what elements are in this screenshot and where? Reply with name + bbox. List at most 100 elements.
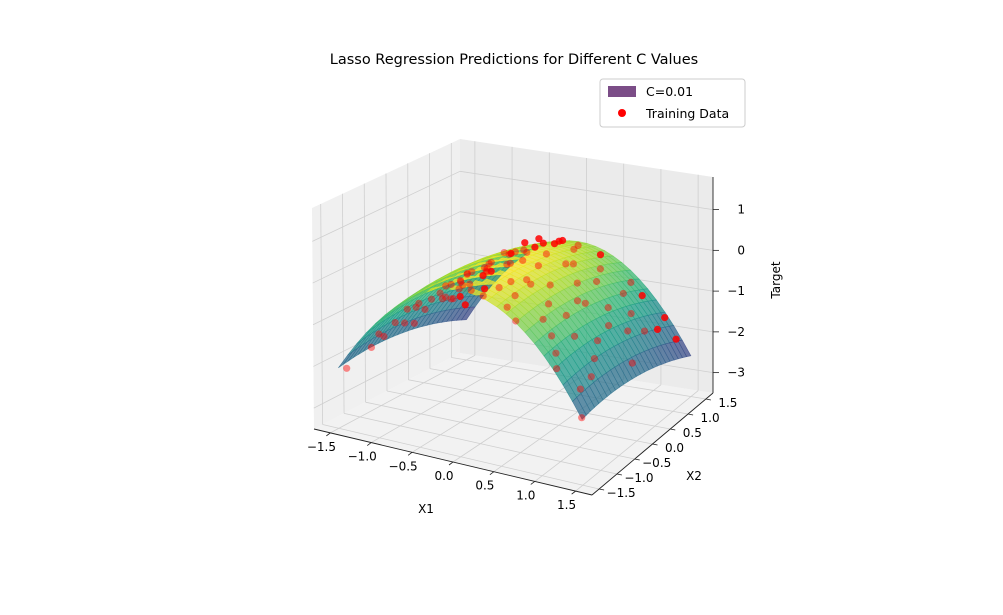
data-point <box>534 262 543 270</box>
data-point <box>367 343 375 351</box>
data-point <box>604 304 612 312</box>
data-point <box>447 295 455 303</box>
data-point <box>605 322 613 330</box>
grid-left-y <box>363 183 366 403</box>
x-tick <box>326 432 331 437</box>
x-tick-label: −0.5 <box>389 459 418 473</box>
grid-left-z <box>312 251 461 326</box>
data-point <box>593 277 601 286</box>
data-point <box>442 282 450 290</box>
grid-floor-y <box>322 424 600 490</box>
data-point <box>403 305 411 313</box>
x-tick-label: 0.5 <box>475 479 494 493</box>
y-tick <box>634 458 640 461</box>
data-point <box>480 264 489 272</box>
data-point <box>479 272 487 280</box>
data-point <box>512 317 520 325</box>
grid-back-z <box>459 211 714 251</box>
data-point <box>487 258 495 266</box>
data-point <box>640 327 649 335</box>
y-tick-label: 1.0 <box>701 411 720 425</box>
grid-left-y <box>342 193 345 414</box>
data-point <box>463 269 471 277</box>
data-point <box>519 256 527 264</box>
data-point <box>596 265 605 273</box>
data-point <box>523 276 531 284</box>
data-point <box>415 299 423 307</box>
legend-label-surface: C=0.01 <box>646 84 693 99</box>
x-tick <box>407 451 413 456</box>
data-point <box>487 267 495 275</box>
y-tick-label: 0.0 <box>665 441 684 455</box>
data-point <box>463 270 471 278</box>
legend-swatch-surface <box>608 86 636 97</box>
data-point <box>485 260 493 268</box>
data-point <box>590 355 599 363</box>
y-tick <box>688 413 694 416</box>
data-point <box>479 292 487 300</box>
data-point <box>578 414 586 422</box>
grid-floor-y <box>365 401 635 460</box>
x-tick <box>489 471 495 476</box>
data-point <box>456 292 464 301</box>
grid-left-z <box>312 170 461 242</box>
data-point <box>427 295 436 303</box>
y-tick-label: −1.0 <box>624 471 653 485</box>
data-point <box>653 325 662 333</box>
data-point <box>401 319 409 327</box>
data-point <box>456 277 465 285</box>
grid-floor-y <box>429 368 689 415</box>
data-point <box>412 303 420 311</box>
legend: C=0.01 Training Data <box>599 78 746 128</box>
data-point <box>447 280 455 288</box>
data-point <box>421 305 429 313</box>
data-point <box>581 299 589 307</box>
data-point <box>461 301 469 309</box>
data-point <box>391 319 399 327</box>
x-tick-label: 0.0 <box>434 469 453 483</box>
data-point <box>343 364 351 372</box>
chart-title: Lasso Regression Predictions for Differe… <box>330 52 698 68</box>
data-point <box>375 330 383 338</box>
data-point <box>638 292 646 300</box>
y-tick <box>599 488 605 491</box>
data-point <box>594 337 602 345</box>
training-data-scatter <box>343 235 680 422</box>
data-point <box>573 279 581 287</box>
y-tick-label: 1.5 <box>718 396 737 410</box>
y-tick-label: 0.5 <box>683 426 702 440</box>
data-point <box>570 245 578 253</box>
grid-back-z <box>459 170 714 210</box>
x-tick-label: −1.0 <box>348 450 377 464</box>
y-tick <box>705 398 711 401</box>
data-point <box>459 281 467 289</box>
legend-label-scatter: Training Data <box>645 106 729 121</box>
data-point <box>507 278 515 286</box>
x-tick-label: −1.5 <box>307 440 336 454</box>
data-point <box>535 235 543 243</box>
data-point <box>539 239 547 247</box>
x-tick <box>571 490 576 495</box>
data-point <box>505 250 513 258</box>
x-tick <box>448 461 454 466</box>
data-point <box>546 281 554 289</box>
data-point <box>438 295 446 303</box>
x-axis-label: X1 <box>418 502 434 516</box>
z-tick-label: −3 <box>727 366 745 380</box>
data-point <box>442 293 450 301</box>
data-point <box>562 311 570 319</box>
grid-floor-y <box>343 412 617 475</box>
surface-patch <box>338 351 353 369</box>
surface-patch <box>572 396 587 420</box>
legend-frame <box>599 78 746 128</box>
y-tick-label: −1.5 <box>607 486 636 500</box>
data-point <box>500 249 508 257</box>
z-axis-label: Target <box>769 261 783 299</box>
data-point <box>466 280 474 288</box>
data-point <box>596 251 605 259</box>
data-point <box>449 295 457 303</box>
data-point <box>627 278 635 286</box>
z-tick-label: 0 <box>737 243 745 257</box>
data-point <box>627 310 635 318</box>
